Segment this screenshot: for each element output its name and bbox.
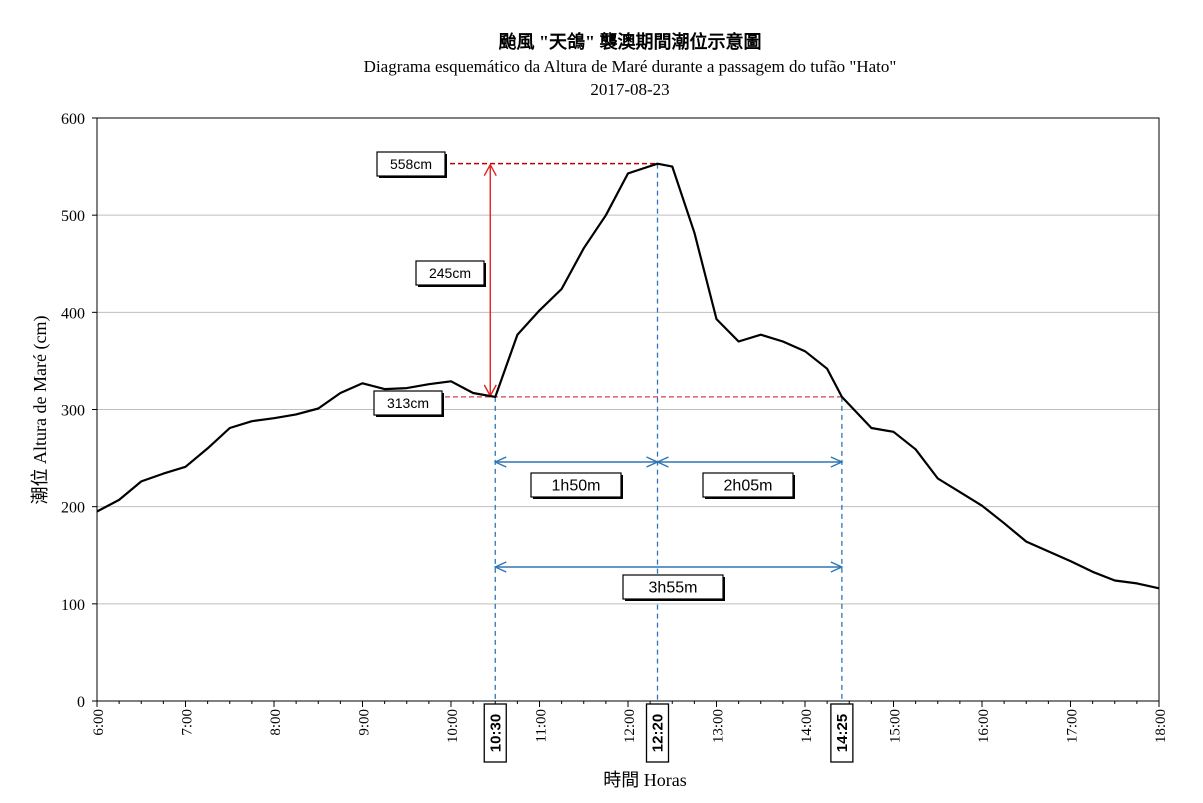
total-label-box <box>622 574 724 600</box>
x-tick-label-8: 14:00 <box>799 709 815 743</box>
rise-label-box <box>415 260 485 286</box>
y-tick-label-2: 200 <box>61 500 85 517</box>
time-marker-label-2: 14:25 <box>834 714 851 752</box>
chart-date: 2017-08-23 <box>590 80 669 99</box>
chart-title: 颱風 "天鴿" 襲澳期間潮位示意圖 <box>499 31 762 52</box>
x-tick-label-11: 17:00 <box>1065 709 1081 743</box>
x-axis-label: 時間 Horas <box>603 770 687 790</box>
x-tick-label-1: 7:00 <box>180 709 196 736</box>
rise-label: 245cm <box>429 265 471 281</box>
peak-label: 558cm <box>390 156 432 172</box>
chart-subtitle: Diagrama esquemático da Altura de Maré d… <box>364 57 897 76</box>
time-marker-box-1 <box>645 703 670 763</box>
x-tick-label-2: 8:00 <box>268 709 284 736</box>
x-tick-label-9: 15:00 <box>888 709 904 743</box>
total-label: 3h55m <box>649 580 698 597</box>
peak-label-box <box>376 151 446 177</box>
interval-2-arrow-head-right <box>830 456 844 468</box>
time-marker-label-1: 12:20 <box>650 714 667 752</box>
annotations <box>445 162 844 701</box>
x-tick-label-3: 9:00 <box>357 709 373 736</box>
time-marker-box-0 <box>483 703 507 763</box>
time-marker-box-2 <box>830 703 854 763</box>
interval-1-label-box <box>530 472 622 498</box>
x-tick-label-5: 11:00 <box>534 709 550 743</box>
low-label: 313cm <box>387 395 429 411</box>
total-interval-arrow-head-left <box>493 561 507 573</box>
x-tick-label-7: 13:00 <box>711 709 727 743</box>
y-tick-label-4: 400 <box>61 305 85 322</box>
y-tick-label-0: 0 <box>77 694 85 711</box>
x-tick-label-10: 16:00 <box>976 709 992 743</box>
interval-2-arrow-head-left <box>655 456 669 468</box>
x-tick-label-12: 18:00 <box>1153 709 1169 743</box>
y-axis-ticks: 0 100 200 300 400 500 600 <box>61 111 97 711</box>
tide-series-line <box>96 162 1160 590</box>
y-tick-label-6: 600 <box>61 111 85 128</box>
rise-arrow-head-top <box>483 163 497 177</box>
y-tick-label-3: 300 <box>61 403 85 420</box>
interval-1-arrow-head-left <box>493 456 507 468</box>
annotation-labels: 558cm 245cm 313cm 1h50m 2h05m 3h55m 10:30 12:20… <box>373 151 854 763</box>
x-axis-ticks: 6:00 7:00 8:00 9:00 10:00 11:00 12:00 13:00 14:0… <box>91 701 1169 743</box>
total-interval-arrow-head-right <box>830 561 844 573</box>
y-tick-label-5: 500 <box>61 208 85 225</box>
y-axis-label: 潮位 Altura de Maré (cm) <box>30 316 51 505</box>
interval-2-label-box <box>702 472 794 498</box>
x-tick-label-0: 6:00 <box>91 709 107 736</box>
low-label-box <box>373 390 443 416</box>
y-tick-label-1: 100 <box>61 597 85 614</box>
time-marker-label-0: 10:30 <box>487 714 504 752</box>
x-tick-label-6: 12:00 <box>622 709 638 743</box>
x-tick-label-4: 10:00 <box>445 709 461 743</box>
interval-2-label: 2h05m <box>724 478 773 495</box>
gridlines <box>97 214 1159 605</box>
interval-1-label: 1h50m <box>552 478 601 495</box>
